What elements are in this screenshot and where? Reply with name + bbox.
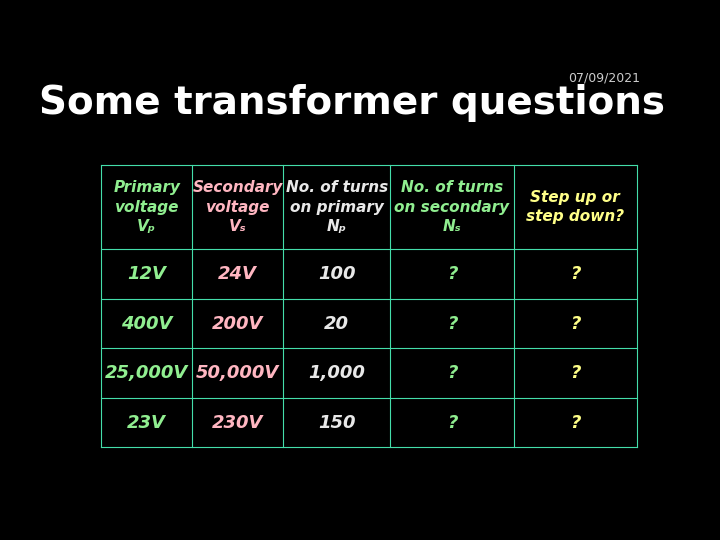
Text: ?: ?: [570, 265, 580, 283]
Text: 400V: 400V: [121, 315, 172, 333]
Text: 24V: 24V: [218, 265, 257, 283]
Text: 23V: 23V: [127, 414, 166, 431]
Text: ?: ?: [570, 414, 580, 431]
Text: 20: 20: [324, 315, 349, 333]
Text: ?: ?: [570, 315, 580, 333]
Text: 12V: 12V: [127, 265, 166, 283]
Text: Primary
voltage
Vₚ: Primary voltage Vₚ: [113, 180, 180, 234]
Text: 100: 100: [318, 265, 356, 283]
Text: No. of turns
on secondary
Nₛ: No. of turns on secondary Nₛ: [395, 180, 510, 234]
Text: 07/09/2021: 07/09/2021: [567, 71, 639, 84]
Text: Some transformer questions: Some transformer questions: [40, 84, 665, 122]
Text: 230V: 230V: [212, 414, 264, 431]
Text: 200V: 200V: [212, 315, 264, 333]
Text: ?: ?: [447, 414, 457, 431]
Text: ?: ?: [570, 364, 580, 382]
Text: 150: 150: [318, 414, 356, 431]
Text: ?: ?: [447, 265, 457, 283]
Text: 25,000V: 25,000V: [105, 364, 189, 382]
Text: Step up or
step down?: Step up or step down?: [526, 190, 624, 225]
Text: 50,000V: 50,000V: [196, 364, 279, 382]
Text: ?: ?: [447, 364, 457, 382]
Text: 1,000: 1,000: [308, 364, 365, 382]
Text: Secondary
voltage
Vₛ: Secondary voltage Vₛ: [192, 180, 283, 234]
Text: No. of turns
on primary
Nₚ: No. of turns on primary Nₚ: [286, 180, 388, 234]
Text: ?: ?: [447, 315, 457, 333]
